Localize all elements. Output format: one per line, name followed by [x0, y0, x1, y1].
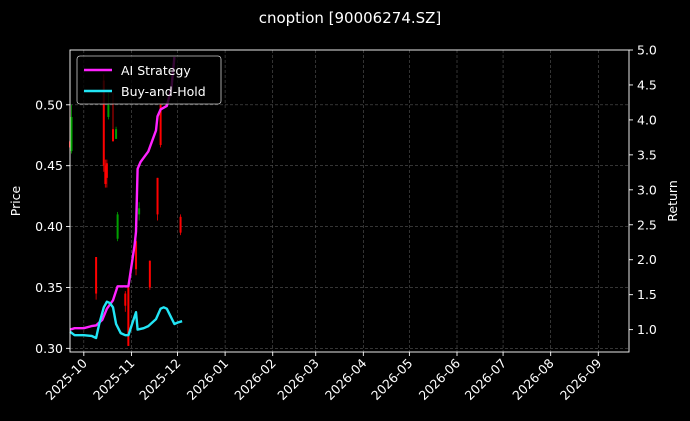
y2-tick-label: 1.0 [637, 322, 657, 337]
candle-body [102, 80, 105, 166]
plot-frame [69, 49, 630, 353]
y2-tick-label: 4.0 [637, 112, 657, 127]
y2-tick-label: 5.0 [637, 43, 657, 58]
y2-tick-label: 1.5 [637, 287, 657, 302]
candle-body [107, 104, 110, 117]
ai-strategy-line [69, 56, 176, 331]
y2-tick-label: 2.0 [637, 252, 657, 267]
candle-body [116, 214, 119, 239]
y-axis-ticks: 0.30 0.35 0.40 0.45 0.50 [35, 97, 70, 356]
candle-body [138, 208, 141, 215]
chart-title: cnoption [90006274.SZ] [259, 9, 442, 27]
candle-body [124, 293, 127, 306]
candle-body [159, 104, 162, 145]
y-tick-label: 0.50 [35, 97, 63, 112]
legend-box [76, 55, 222, 105]
legend-label-buy-and-hold: Buy-and-Hold [121, 84, 206, 99]
candle-body [135, 241, 138, 270]
candle-body [148, 260, 151, 288]
y2-tick-label: 3.5 [637, 147, 657, 162]
buy-and-hold-line [69, 300, 183, 340]
y-tick-label: 0.35 [35, 280, 63, 295]
candle-body [179, 216, 182, 233]
y2-axis-label: Return [665, 180, 680, 221]
candle-body [70, 116, 73, 152]
legend: AI Strategy Buy-and-Hold [76, 55, 222, 105]
y2-tick-label: 3.0 [637, 182, 657, 197]
candle-body [104, 165, 107, 184]
candle-body [156, 177, 159, 215]
y2-tick-label: 2.5 [637, 217, 657, 232]
y-tick-label: 0.40 [35, 219, 63, 234]
y2-axis-ticks: 1.0 1.5 2.0 2.5 3.0 3.5 4.0 4.5 5.0 [629, 43, 657, 337]
y2-tick-label: 4.5 [637, 77, 657, 92]
candle-body [95, 257, 98, 294]
y-axis-label: Price [8, 185, 23, 216]
candle-body [112, 129, 114, 142]
series-lines [69, 56, 183, 340]
candle-body [105, 163, 108, 178]
y-tick-label: 0.30 [35, 341, 63, 356]
candle-body [115, 129, 118, 139]
candle-body [127, 287, 130, 346]
y-tick-label: 0.45 [35, 158, 63, 173]
legend-label-ai-strategy: AI Strategy [121, 63, 191, 78]
